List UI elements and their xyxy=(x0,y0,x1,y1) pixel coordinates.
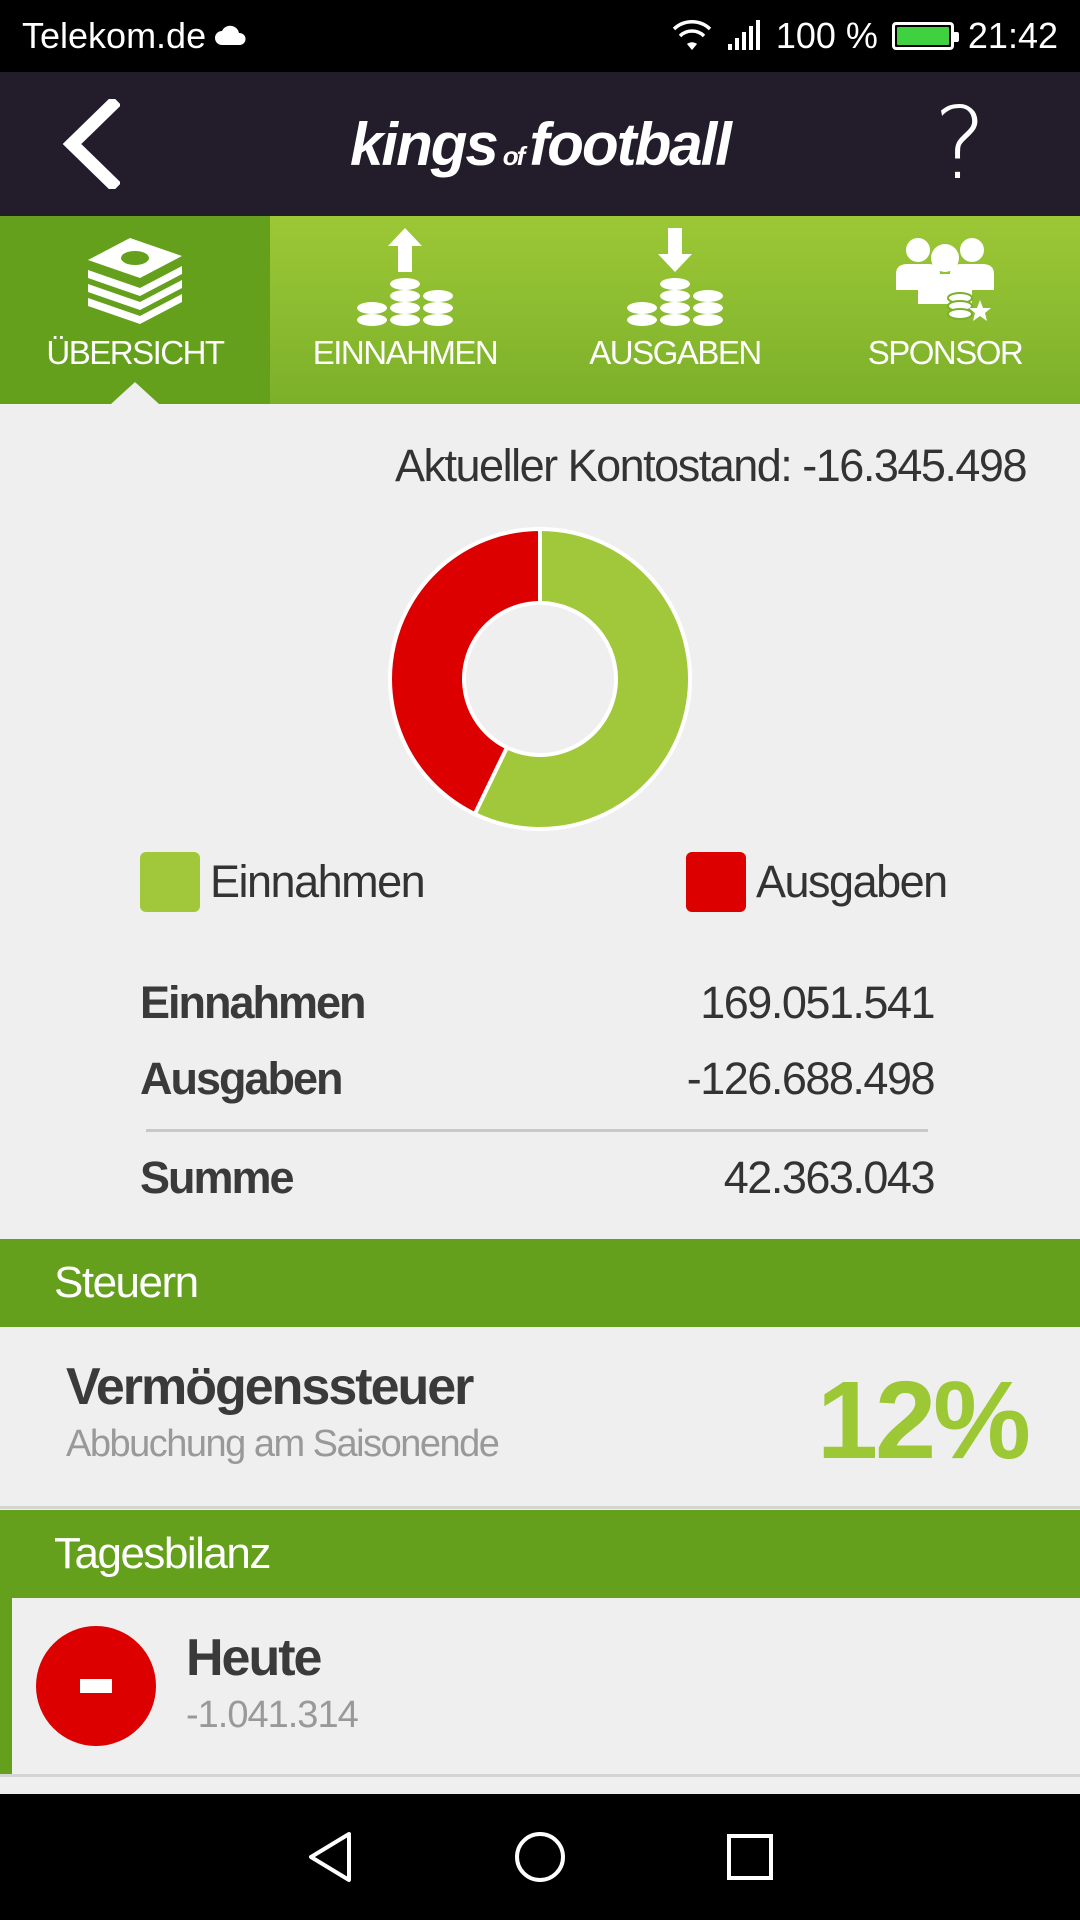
nav-recents-button[interactable] xyxy=(720,1827,780,1887)
section-header-tagesbilanz: Tagesbilanz xyxy=(0,1510,1080,1598)
money-stack-icon xyxy=(88,238,182,324)
coins-up-icon xyxy=(357,228,453,326)
donut-slice-ausgaben xyxy=(388,526,542,817)
help-button[interactable]: ? xyxy=(933,85,987,202)
daily-row-heute[interactable]: Heute -1.041.314 xyxy=(0,1598,1080,1774)
summary-divider xyxy=(146,1129,928,1132)
legend-swatch-einnahmen xyxy=(140,852,200,912)
triangle-back-icon xyxy=(309,1832,351,1882)
wifi-icon xyxy=(672,20,712,50)
carrier-name: Telekom.de xyxy=(22,15,207,56)
summary-label: Summe xyxy=(140,1152,295,1203)
tab-label: ÜBERSICHT xyxy=(46,334,225,371)
logo-of: of xyxy=(502,140,526,171)
chevron-left-icon xyxy=(62,99,120,189)
circle-home-icon xyxy=(515,1832,565,1882)
summary-row-summe: Summe 42.363.043 xyxy=(140,1140,936,1216)
summary-value: 42.363.043 xyxy=(723,1152,936,1203)
account-balance: Aktueller Kontostand: -16.345.498 xyxy=(395,440,1027,491)
nav-back-button[interactable] xyxy=(300,1827,360,1887)
clock: 21:42 xyxy=(967,15,1058,56)
summary-value: 169.051.541 xyxy=(700,977,935,1028)
donut-slice-einnahmen xyxy=(472,526,692,831)
legend-ausgaben: Ausgaben xyxy=(686,852,948,912)
app-header: kings of football ? xyxy=(0,72,1080,216)
system-nav-bar xyxy=(0,1794,1080,1920)
tax-percent: 12% xyxy=(816,1359,1031,1482)
status-bar: Telekom.de 100 % 21:42 xyxy=(0,0,1080,72)
logo-football: football xyxy=(529,110,732,178)
battery-level xyxy=(896,27,949,45)
divider xyxy=(0,1774,1080,1777)
app-logo: kings of football xyxy=(350,110,732,179)
tab-bar: ÜBERSICHT EINNAHMEN xyxy=(0,216,1080,404)
summary-label: Ausgaben xyxy=(140,1053,344,1104)
tab-sponsor[interactable]: SPONSOR xyxy=(810,216,1080,404)
tab-ausgaben[interactable]: AUSGABEN xyxy=(540,216,810,404)
summary-label: Einnahmen xyxy=(140,977,367,1028)
section-header-steuern: Steuern xyxy=(0,1239,1080,1327)
legend-einnahmen: Einnahmen xyxy=(140,852,426,912)
tab-einnahmen[interactable]: EINNAHMEN xyxy=(270,216,540,404)
daily-value: -1.041.314 xyxy=(186,1694,359,1736)
tax-title: Vermögenssteuer xyxy=(66,1358,474,1416)
square-recents-icon xyxy=(727,1834,773,1880)
tab-label: SPONSOR xyxy=(867,334,1024,371)
income-expense-donut-chart xyxy=(388,526,692,831)
summary-row-einnahmen: Einnahmen 169.051.541 xyxy=(140,965,935,1041)
legend-swatch-ausgaben xyxy=(686,852,746,912)
signal-icon xyxy=(727,20,760,50)
finance-summary: Einnahmen 169.051.541 Ausgaben -126.688.… xyxy=(140,965,936,1216)
tab-label: EINNAHMEN xyxy=(312,334,499,371)
minus-badge-icon xyxy=(36,1626,156,1746)
summary-row-ausgaben: Ausgaben -126.688.498 xyxy=(140,1041,936,1117)
tab-label: AUSGABEN xyxy=(589,334,762,371)
battery-percent: 100 % xyxy=(775,15,878,56)
back-button[interactable] xyxy=(40,94,140,194)
tax-subtitle: Abbuchung am Saisonende xyxy=(66,1423,500,1465)
battery-icon xyxy=(891,22,959,50)
coins-down-icon xyxy=(627,228,723,326)
legend-label-ausgaben: Ausgaben xyxy=(756,856,948,907)
logo-kings: kings xyxy=(350,110,499,178)
cloud-icon xyxy=(215,25,246,45)
summary-value: -126.688.498 xyxy=(686,1053,936,1104)
sponsor-group-icon xyxy=(896,238,994,321)
tab-uebersicht[interactable]: ÜBERSICHT xyxy=(0,216,270,404)
divider xyxy=(0,1506,1080,1509)
legend-label-einnahmen: Einnahmen xyxy=(210,856,426,907)
daily-title: Heute xyxy=(186,1629,322,1687)
tax-row-vermoegenssteuer[interactable]: Vermögenssteuer Abbuchung am Saisonende … xyxy=(0,1327,1080,1507)
nav-home-button[interactable] xyxy=(510,1827,570,1887)
